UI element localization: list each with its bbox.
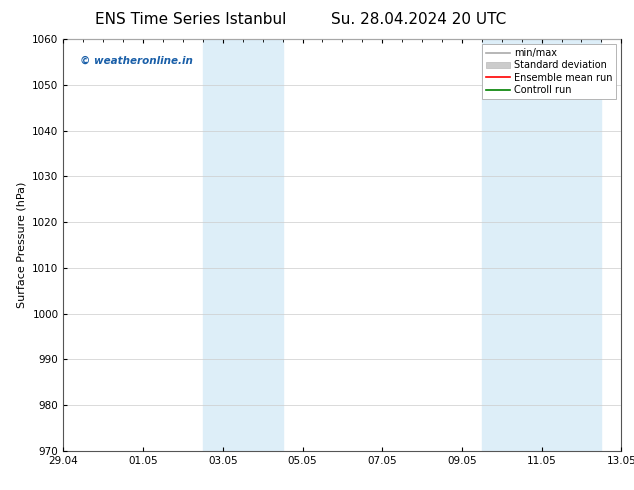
Text: ENS Time Series Istanbul: ENS Time Series Istanbul (94, 12, 286, 27)
Text: Su. 28.04.2024 20 UTC: Su. 28.04.2024 20 UTC (331, 12, 506, 27)
Legend: min/max, Standard deviation, Ensemble mean run, Controll run: min/max, Standard deviation, Ensemble me… (482, 44, 616, 99)
Text: © weatheronline.in: © weatheronline.in (80, 56, 193, 66)
Y-axis label: Surface Pressure (hPa): Surface Pressure (hPa) (16, 182, 27, 308)
Bar (203, 39, 283, 451)
Bar (482, 39, 602, 451)
